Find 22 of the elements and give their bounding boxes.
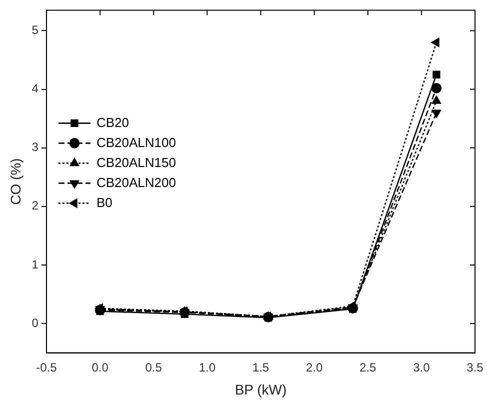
legend-label: CB20ALN200 <box>96 174 176 190</box>
x-tick-label: 0.0 <box>92 360 109 374</box>
x-tick-label: 0.5 <box>145 360 162 374</box>
legend-label: CB20ALN150 <box>96 154 176 170</box>
x-tick-label: 1.0 <box>198 360 216 374</box>
x-tick-label: 2.0 <box>306 360 323 374</box>
legend-label: B0 <box>96 194 112 210</box>
y-tick-label: 5 <box>32 23 39 38</box>
y-tick-label: 1 <box>32 257 39 272</box>
y-tick-label: 0 <box>32 316 39 330</box>
x-tick-label: 3.5 <box>466 360 484 374</box>
legend-label: CB20ALN100 <box>96 134 176 150</box>
x-tick-label: 1.5 <box>252 360 270 374</box>
legend-label: CB20 <box>96 114 130 130</box>
x-tick-label: 2.5 <box>360 360 377 374</box>
x-tick-label: 3.0 <box>413 360 430 374</box>
y-tick-label: 2 <box>32 198 39 213</box>
x-axis-title: BP (kW) <box>234 381 287 398</box>
y-axis-title: CO (%) <box>7 158 24 205</box>
x-tick-label: -0.5 <box>36 360 58 374</box>
y-tick-label: 4 <box>32 82 39 96</box>
y-tick-label: 3 <box>32 140 39 154</box>
